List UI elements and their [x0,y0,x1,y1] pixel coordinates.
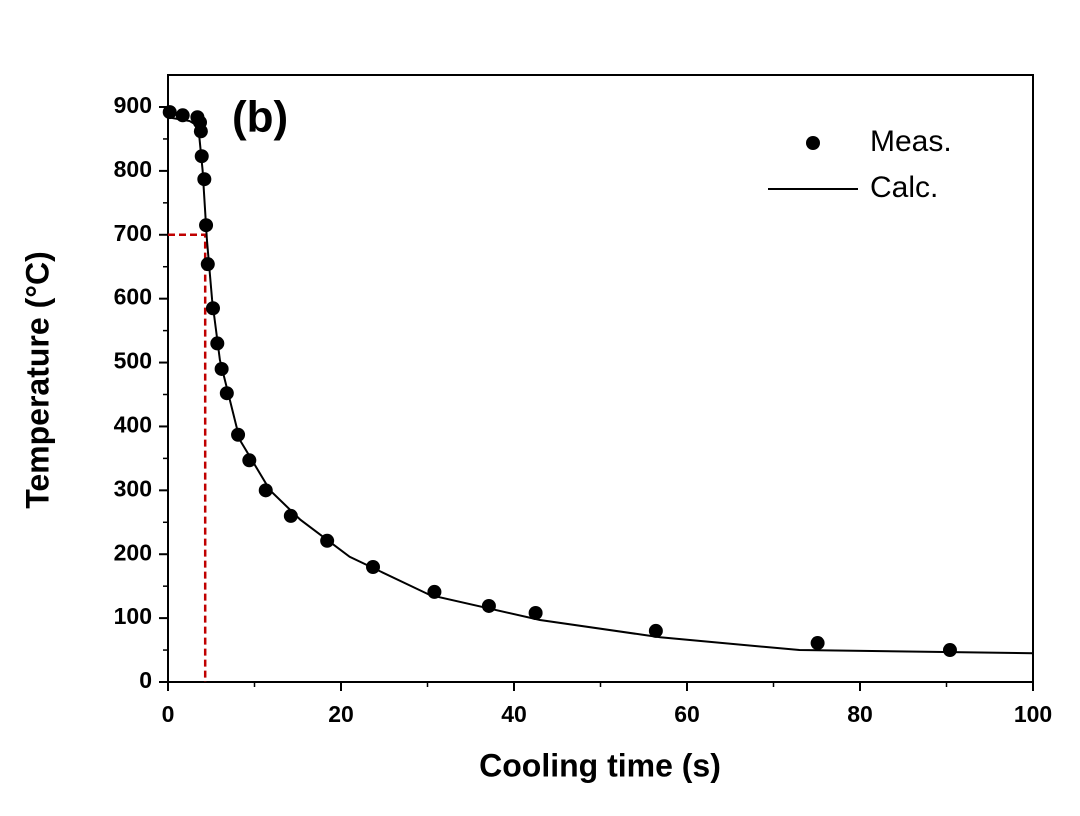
meas-point [528,606,543,620]
meas-point [200,257,215,272]
meas-point [193,124,208,139]
legend-label: Meas. [870,125,952,158]
calc-line [167,116,1034,655]
x-tick-label: 60 [674,701,700,727]
y-tick-label: 700 [114,220,152,246]
meas-point [258,483,273,498]
y-tick-label: 400 [114,412,152,438]
x-tick-label: 40 [501,701,527,727]
y-tick-label: 300 [114,475,152,501]
y-tick-label: 800 [114,156,152,182]
reference-line [168,233,207,682]
x-tick-label: 0 [162,701,175,727]
y-tick-label: 200 [114,539,152,565]
y-tick-label: 600 [114,284,152,310]
x-tick-label: 20 [328,701,354,727]
meas-point [197,172,212,187]
panel-label: (b) [232,93,288,142]
meas-point [219,386,234,401]
meas-point [942,643,957,658]
x-tick-label: 100 [1014,701,1052,727]
y-axis-label: Temperature (°C) [19,251,55,509]
meas-point [242,453,257,468]
meas-point [481,598,496,613]
meas-point [810,636,825,651]
plot-frame [167,74,1034,683]
meas-point [162,105,177,120]
y-tick-label: 100 [114,603,152,629]
meas-point [283,508,298,523]
y-tick-label: 0 [139,667,152,693]
y-tick-label: 500 [114,348,152,374]
meas-point [648,623,663,638]
y-tick-label: 900 [114,92,152,118]
legend-label: Calc. [870,171,938,204]
x-axis-label: Cooling time (s) [479,747,721,783]
legend-marker [806,136,820,150]
x-tick-label: 80 [847,701,873,727]
